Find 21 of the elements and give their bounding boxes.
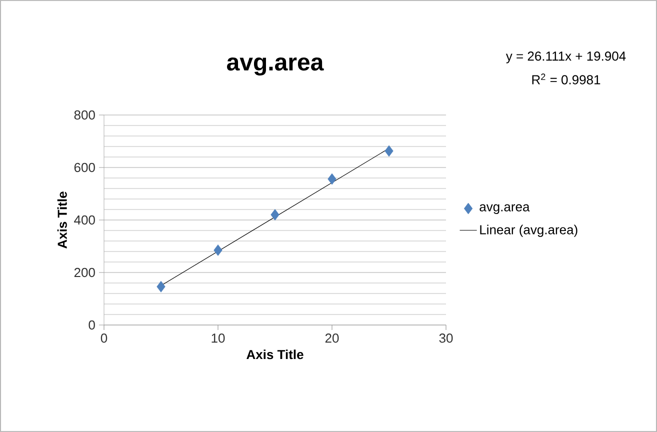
y-tick-label: 800 <box>74 110 95 120</box>
point <box>156 280 166 292</box>
point <box>328 173 336 185</box>
point <box>270 209 280 220</box>
legend-label: Linear (avg.area) <box>480 224 578 237</box>
x-tick-label: 20 <box>325 334 339 343</box>
point <box>214 244 222 256</box>
chart-title: avg.area <box>227 57 324 76</box>
legend-label: avg.area <box>480 204 530 214</box>
y-tick-label: 200 <box>74 268 95 278</box>
x-tick-label: 0 <box>100 334 108 343</box>
text: R$^{2}$ = 0.9981 <box>532 74 600 84</box>
text: y = 26.111x + 19.904 <box>506 52 626 64</box>
point <box>384 145 394 157</box>
y-axis-title: Axis Title <box>57 192 67 248</box>
x-tick-label: 30 <box>439 334 453 343</box>
x-axis-title: Axis Title <box>246 350 304 360</box>
x-tick-label: 10 <box>212 334 225 343</box>
y-tick-label: 400 <box>74 215 95 225</box>
y-tick-label: 0 <box>88 320 95 330</box>
y-tick-label: 600 <box>74 162 95 172</box>
